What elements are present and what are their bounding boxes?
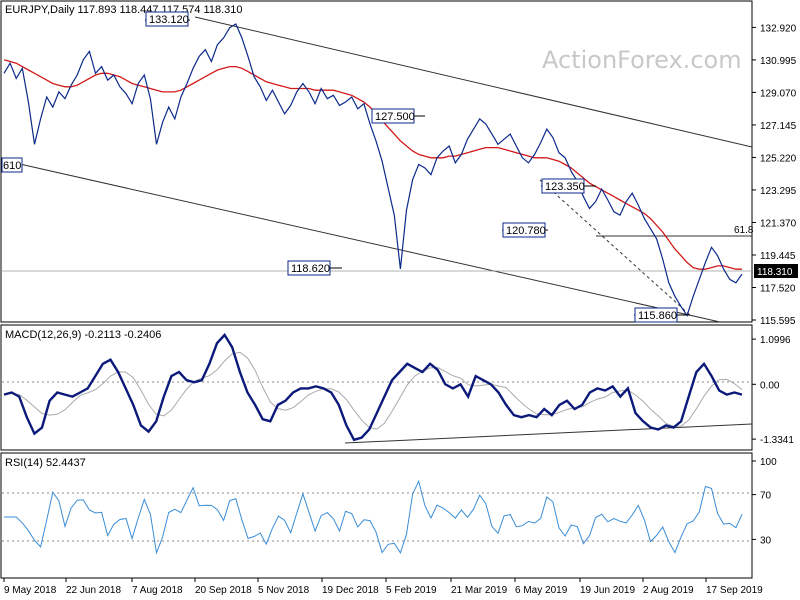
x-tick-label: 7 Aug 2018 [132, 585, 183, 596]
svg-text:610: 610 [3, 160, 21, 172]
dashed-trend-line [539, 179, 691, 316]
annotation-127500: 127.500 [371, 108, 425, 124]
rsi-tick-label: 70 [760, 491, 772, 502]
macd-label: MACD(12,26,9) -0.2113 -0.2406 [5, 329, 161, 341]
price-panel [0, 0, 753, 323]
watermark: ActionForex.com [542, 46, 742, 74]
x-tick-label: 5 Nov 2018 [258, 585, 310, 596]
price-tick-label: 125.220 [760, 153, 797, 164]
svg-text:118.310: 118.310 [757, 267, 793, 278]
x-tick-label: 5 Feb 2019 [386, 585, 437, 596]
chart-title: EURJPY,Daily 117.893 118.447 117.574 118… [5, 4, 243, 16]
price-tick-label: 127.145 [760, 121, 797, 132]
x-tick-label: 21 Mar 2019 [451, 585, 508, 596]
rsi-y-axis: 100 70 30 [752, 457, 777, 546]
price-line [3, 23, 743, 317]
x-tick-label: 19 Jun 2019 [580, 585, 635, 596]
annotation-133120: 133.120 [145, 11, 190, 27]
annotation-123350: 123.350 [541, 178, 596, 194]
price-y-axis: 132.920 130.995 129.070 127.145 125.220 123.2… [752, 23, 797, 327]
macd-panel [0, 324, 753, 451]
x-tick-label: 22 Jun 2018 [66, 585, 121, 596]
lower-channel-line [1, 159, 721, 323]
svg-text:120.780: 120.780 [506, 225, 546, 237]
price-tick-label: 115.595 [760, 316, 796, 327]
x-tick-label: 17 Sep 2019 [706, 585, 763, 596]
annotation-118620: 118.620 [287, 260, 342, 276]
rsi-tick-label: 100 [760, 457, 777, 468]
macd-tick-label: 1.0996 [760, 335, 791, 346]
x-tick-label: 19 Dec 2018 [322, 585, 379, 596]
svg-text:133.120: 133.120 [149, 14, 189, 26]
annotation-115860: 115.860 [634, 307, 690, 323]
price-tick-label: 119.445 [760, 251, 796, 262]
svg-text:115.860: 115.860 [638, 310, 677, 322]
price-tick-label: 129.070 [760, 88, 797, 99]
macd-y-axis: 1.0996 0.00 -1.3341 [752, 335, 794, 446]
price-tick-label: 123.295 [760, 186, 797, 197]
macd-tick-label: 0.00 [760, 380, 780, 391]
upper-channel-line [194, 16, 753, 148]
macd-signal-line [3, 351, 743, 430]
rsi-panel [0, 452, 753, 579]
rsi-tick-label: 30 [760, 535, 772, 546]
rsi-line [4, 479, 743, 555]
price-tick-label: 117.520 [760, 283, 796, 294]
annotation-120780: 120.780 [502, 222, 548, 238]
svg-text:123.350: 123.350 [545, 181, 585, 193]
price-tick-label: 130.995 [760, 56, 797, 67]
current-price-tag: 118.310 [754, 264, 798, 278]
fib-label: 61.8 [734, 225, 754, 236]
x-tick-label: 9 May 2018 [4, 585, 57, 596]
x-tick-label: 2 Aug 2019 [643, 585, 694, 596]
annotation-610: 610 [1, 157, 23, 173]
x-axis: 9 May 2018 22 Jun 2018 7 Aug 2018 20 Sep 20… [3, 578, 763, 596]
price-tick-label: 121.370 [760, 218, 797, 229]
svg-text:127.500: 127.500 [375, 111, 415, 123]
macd-trend-line [344, 423, 753, 444]
macd-tick-label: -1.3341 [760, 435, 794, 446]
rsi-label: RSI(14) 52.4437 [5, 457, 86, 469]
svg-text:118.620: 118.620 [291, 263, 330, 275]
x-tick-label: 20 Sep 2018 [195, 585, 252, 596]
price-tick-label: 132.920 [760, 23, 797, 34]
x-tick-label: 6 May 2019 [515, 585, 568, 596]
macd-line [3, 333, 743, 442]
